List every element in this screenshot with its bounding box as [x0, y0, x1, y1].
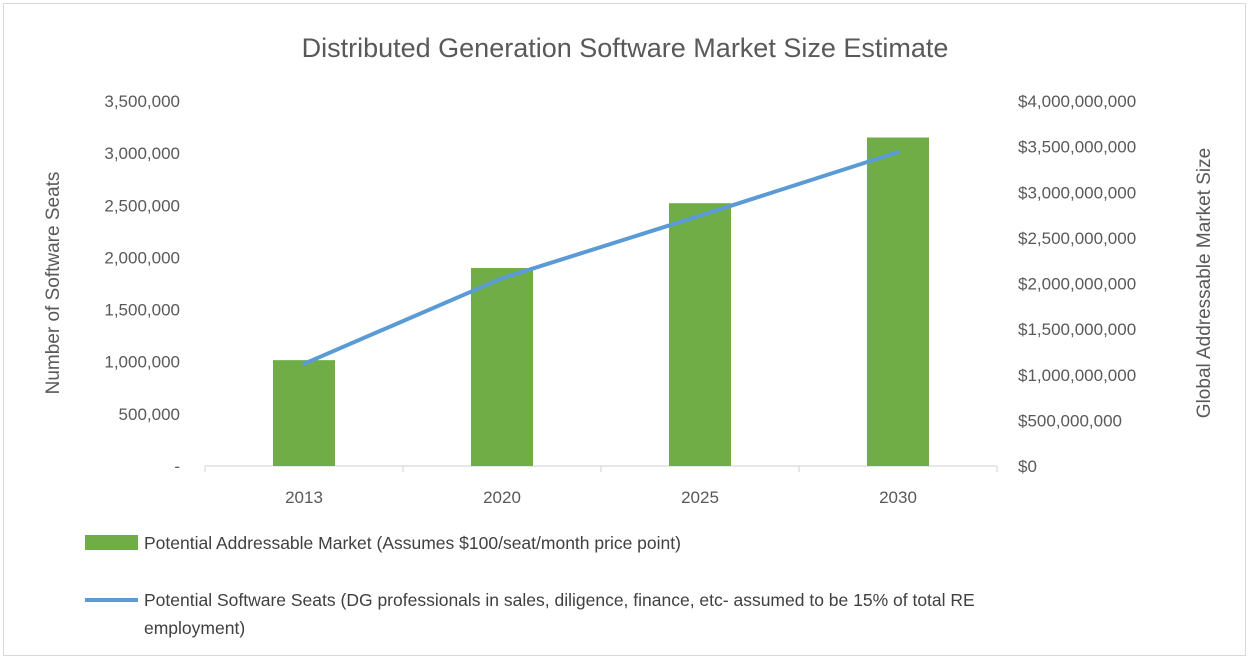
legend-bar-label: Potential Addressable Market (Assumes $1…: [144, 533, 681, 553]
legend-line-label-cont: employment): [144, 618, 245, 638]
left-tick-label: 1,000,000: [104, 353, 180, 372]
legend-bar-swatch: [85, 535, 138, 550]
right-axis-title: Global Addressable Market Size: [1194, 148, 1215, 418]
chart-frame: [3, 3, 1246, 656]
x-tick-label: 2025: [681, 488, 719, 507]
x-tick-label: 2020: [483, 488, 521, 507]
seats-line: [302, 150, 900, 366]
left-axis-title: Number of Software Seats: [43, 172, 64, 395]
left-tick-label: 2,000,000: [104, 248, 180, 267]
left-tick-label: 500,000: [119, 405, 180, 424]
left-tick-label: 3,000,000: [104, 144, 180, 163]
right-tick-label: $3,500,000,000: [1018, 138, 1136, 157]
right-tick-label: $0: [1018, 457, 1037, 476]
right-axis-ticks: $0 $500,000,000 $1,000,000,000 $1,500,000,0…: [1018, 92, 1136, 476]
bar-2020: [471, 267, 533, 466]
bar-2025: [669, 203, 731, 466]
left-axis-ticks: - 500,000 1,000,000 1,500,000 2,000,000 2,500…: [104, 92, 180, 476]
right-tick-label: $1,000,000,000: [1018, 366, 1136, 385]
left-tick-label: -: [174, 457, 180, 476]
right-tick-label: $4,000,000,000: [1018, 92, 1136, 111]
x-tick-label: 2030: [879, 488, 917, 507]
left-tick-label: 2,500,000: [104, 196, 180, 215]
bar-2030: [867, 137, 929, 466]
legend-line-label: Potential Software Seats (DG professiona…: [144, 590, 975, 610]
right-tick-label: $2,000,000,000: [1018, 275, 1136, 294]
left-tick-label: 1,500,000: [104, 301, 180, 320]
right-tick-label: $1,500,000,000: [1018, 320, 1136, 339]
right-tick-label: $500,000,000: [1018, 411, 1122, 430]
x-axis-ticks: 2013 2020 2025 2030: [204, 466, 998, 507]
left-tick-label: 3,500,000: [104, 92, 180, 111]
right-tick-label: $2,500,000,000: [1018, 229, 1136, 248]
right-tick-label: $3,000,000,000: [1018, 183, 1136, 202]
bar-2013: [273, 360, 335, 466]
line-series: [302, 150, 900, 366]
bar-series: [273, 137, 929, 466]
x-tick-label: 2013: [285, 488, 323, 507]
chart-title: Distributed Generation Software Market S…: [302, 33, 949, 63]
